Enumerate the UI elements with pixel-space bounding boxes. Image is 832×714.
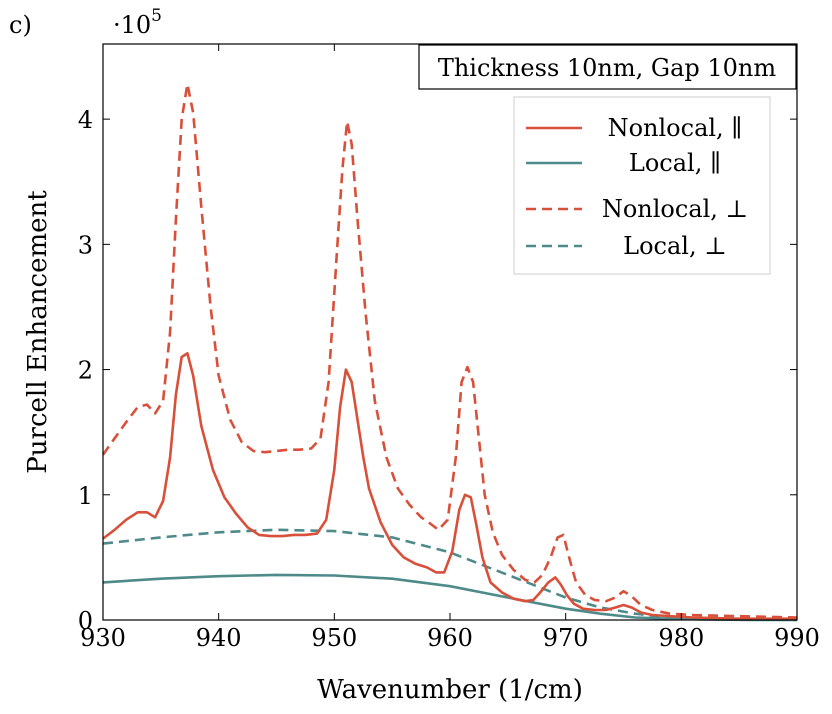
y-scale-multiplier: ·105 (113, 6, 162, 39)
x-axis-label: Wavenumber (1/cm) (317, 675, 583, 705)
annotation-text: Thickness 10nm, Gap 10nm (438, 54, 777, 82)
x-tick-label: 930 (80, 624, 126, 652)
annotation-box: Thickness 10nm, Gap 10nm (418, 44, 797, 90)
y-tick-label: 4 (78, 106, 93, 134)
legend: Nonlocal, ∥ Local, ∥ Nonlocal, ⊥ Local, ⊥ (513, 96, 771, 275)
y-tick-label: 1 (78, 482, 93, 510)
legend-label-3: Nonlocal, ⊥ (602, 195, 748, 223)
series-line-1 (102, 351, 797, 621)
legend-label-2: Local, ∥ (629, 149, 721, 177)
series-line-3 (101, 82, 798, 619)
x-tick-label: 960 (427, 624, 473, 652)
ticks-layer: 930 940 950 960 970 980 990 0 1 2 3 4 (78, 44, 820, 652)
y-tick-label: 2 (78, 357, 93, 385)
plot-frame (102, 43, 798, 621)
x-tick-label: 950 (311, 624, 357, 652)
y-tick-label: 0 (78, 607, 93, 635)
y-scale-exponent: 5 (151, 6, 162, 26)
series-layer (101, 82, 798, 622)
y-axis-label: Purcell Enhancement (23, 190, 53, 474)
annotation-frame (418, 44, 797, 90)
x-tick-label: 940 (196, 624, 242, 652)
x-tick-label: 970 (543, 624, 589, 652)
series-line-2 (102, 573, 797, 622)
legend-label-1: Nonlocal, ∥ (608, 114, 743, 142)
y-tick-label: 3 (78, 231, 93, 259)
legend-frame (513, 96, 771, 275)
panel-label: c) (9, 11, 32, 39)
x-tick-label: 990 (774, 624, 820, 652)
legend-label-4: Local, ⊥ (623, 232, 727, 260)
x-tick-label: 980 (658, 624, 704, 652)
y-scale-base: ·10 (113, 11, 151, 39)
series-line-4 (102, 528, 798, 622)
